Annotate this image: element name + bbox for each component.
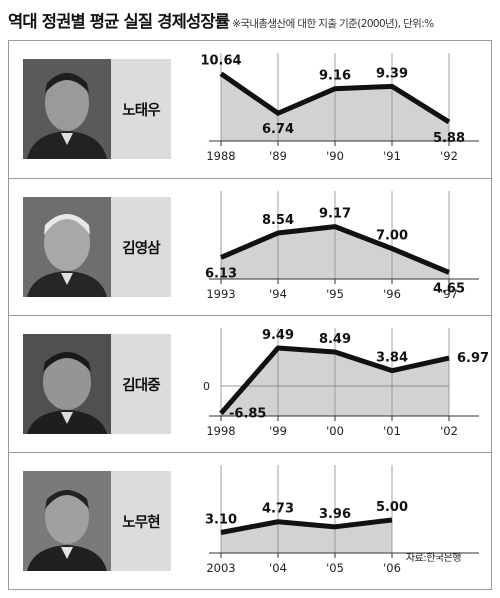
x-tick-label: '06 — [383, 561, 401, 575]
chart-frame: 노태우 10.64 6.74 9.16 9.39 5.88 1988 '89 '90 '91 '9… — [8, 40, 492, 590]
chart-area-0: 10.64 6.74 9.16 9.39 5.88 1988 '89 '90 '91 '92 — [200, 53, 479, 163]
panel-kim-dae-jung: 김대중 0 -6.85 9.49 8.49 3.84 6.97 1998 '99 '00 '01 '… — [9, 315, 491, 445]
x-tick-label: '04 — [269, 561, 287, 575]
x-tick-label: '89 — [269, 149, 287, 163]
data-label: -6.85 — [229, 406, 266, 421]
portrait-photo — [23, 334, 111, 434]
data-label: 3.96 — [319, 507, 351, 522]
president-name: 김영삼 — [122, 240, 160, 257]
chart-area-2: 0 -6.85 9.49 8.49 3.84 6.97 1998 '99 '00 '01 '02 — [203, 328, 489, 438]
president-name: 김대중 — [122, 377, 160, 394]
data-label: 9.17 — [319, 207, 351, 222]
portrait-photo — [23, 197, 111, 297]
data-label: 9.16 — [319, 69, 351, 84]
president-name: 노무현 — [122, 514, 160, 531]
x-tick-label: 2003 — [206, 561, 235, 575]
data-label: 7.00 — [376, 229, 408, 244]
data-label: 3.84 — [376, 351, 408, 366]
data-label: 5.88 — [433, 131, 465, 146]
x-tick-label: '90 — [326, 149, 344, 163]
x-tick-label: '99 — [269, 424, 287, 438]
x-tick-label: '95 — [326, 287, 344, 301]
data-label: 10.64 — [200, 54, 241, 69]
x-tick-label: '94 — [269, 287, 287, 301]
series-line — [219, 345, 450, 416]
chart-title: 역대 정권별 평균 실질 경제성장률 — [8, 12, 230, 31]
chart-area-3: 3.10 4.73 3.96 5.00 2003 '04 '05 '06 — [205, 465, 479, 575]
zero-label: 0 — [203, 380, 210, 393]
x-tick-label: '00 — [326, 424, 344, 438]
name-box: 노무현 — [111, 471, 171, 571]
panel-kim-young-sam: 김영삼 6.13 8.54 9.17 7.00 4.65 1993 '94 '95 '96 '97 — [9, 178, 491, 308]
x-tick-label: 1993 — [206, 287, 235, 301]
president-name: 노태우 — [122, 102, 160, 119]
x-tick-label: '97 — [440, 287, 458, 301]
panel-roh-tae-woo: 노태우 10.64 6.74 9.16 9.39 5.88 1988 '89 '90 '91 '9… — [9, 41, 491, 171]
data-label: 4.73 — [262, 502, 294, 517]
x-tick-label: 1988 — [206, 149, 235, 163]
name-box: 김영삼 — [111, 197, 171, 297]
data-label: 6.74 — [262, 122, 294, 137]
data-label: 5.00 — [376, 500, 408, 515]
x-tick-label: '96 — [383, 287, 401, 301]
chart-subtitle: ※국내총생산에 대한 지출 기준(2000년), 단위:% — [232, 18, 434, 30]
series-line — [220, 517, 393, 535]
x-tick-label: '92 — [440, 149, 458, 163]
chart-header: 역대 정권별 평균 실질 경제성장률 ※국내총생산에 대한 지출 기준(2000년… — [8, 8, 492, 34]
x-tick-label: '05 — [326, 561, 344, 575]
name-box: 노태우 — [111, 59, 171, 159]
portrait-photo — [23, 471, 111, 571]
name-box: 김대중 — [111, 334, 171, 434]
data-label: 9.49 — [262, 328, 294, 343]
data-label: 6.13 — [205, 266, 237, 281]
chart-area-1: 6.13 8.54 9.17 7.00 4.65 1993 '94 '95 '96 '97 — [205, 191, 479, 301]
panel-roh-moo-hyun: 노무현 3.10 4.73 3.96 5.00 2003 '04 '05 '06 자료:한국은… — [9, 452, 491, 582]
series-line — [220, 224, 450, 275]
x-tick-label: '91 — [383, 149, 401, 163]
data-label: 8.54 — [262, 213, 294, 228]
data-label: 4.65 — [433, 281, 465, 296]
series-line — [219, 71, 451, 125]
data-label: 3.10 — [205, 513, 237, 528]
x-tick-label: '01 — [383, 424, 401, 438]
x-tick-label: '02 — [440, 424, 458, 438]
portrait-photo — [23, 59, 111, 159]
data-label: 9.39 — [376, 66, 408, 81]
x-tick-label: 1998 — [206, 424, 235, 438]
source-note: 자료:한국은행 — [405, 553, 462, 564]
area-fill — [221, 519, 392, 553]
data-label: 8.49 — [319, 332, 351, 347]
data-label: 6.97 — [457, 351, 489, 366]
